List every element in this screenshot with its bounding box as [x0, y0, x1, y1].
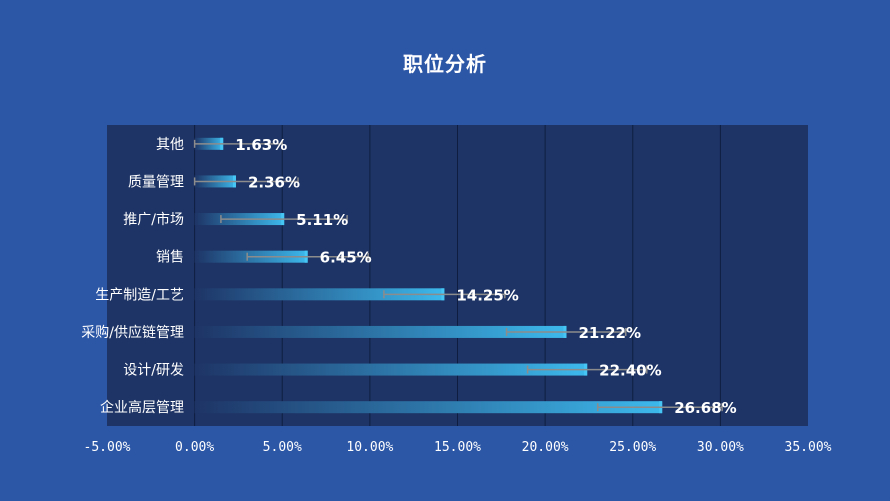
- category-label: 质量管理: [128, 174, 184, 190]
- bar: [194, 325, 567, 338]
- bar: [194, 288, 445, 301]
- error-bar: [246, 252, 369, 261]
- data-label: 2.36%: [248, 173, 300, 191]
- error-bar: [596, 403, 723, 412]
- gridlines: [194, 125, 721, 426]
- x-tick-label: 0.00%: [175, 440, 214, 455]
- error-bar: [193, 177, 299, 186]
- data-label: 22.40%: [599, 362, 661, 380]
- x-tick-label: 5.00%: [263, 440, 302, 455]
- x-tick-label: -5.00%: [84, 440, 131, 455]
- error-bar: [526, 365, 648, 374]
- category-label: 其他: [156, 137, 184, 153]
- x-tick-label: 15.00%: [434, 440, 481, 455]
- data-label: 6.45%: [320, 249, 372, 267]
- data-label: 14.25%: [456, 286, 518, 304]
- category-label: 生产制造/工艺: [95, 287, 184, 303]
- category-label: 销售: [156, 250, 184, 266]
- x-tick-label: 35.00%: [785, 440, 832, 455]
- x-tick-labels: -5.00% 0.00% 5.00% 10.00% 15.00% 20.00% 25.00%…: [84, 440, 832, 455]
- data-label: 1.63%: [235, 136, 287, 154]
- error-bar: [505, 327, 627, 336]
- data-label: 21.22%: [579, 324, 641, 342]
- data-label: 26.68%: [674, 399, 736, 417]
- error-bar: [383, 290, 506, 299]
- bar: [194, 401, 663, 414]
- category-label: 采购/供应链管理: [81, 324, 184, 341]
- x-tick-label: 25.00%: [609, 440, 656, 455]
- error-bar: [193, 139, 283, 148]
- data-label: 5.11%: [296, 211, 348, 229]
- x-tick-label: 30.00%: [697, 440, 744, 455]
- chart-title: 职位分析: [403, 52, 487, 76]
- bars: 1.63% 2.36% 5.11% 6.45% 14.25% 21.22% 22.40% 26…: [193, 136, 737, 417]
- x-tick-label: 10.00%: [346, 440, 393, 455]
- category-label: 企业高层管理: [100, 399, 184, 416]
- x-tick-label: 20.00%: [522, 440, 569, 455]
- error-bar: [220, 215, 348, 224]
- category-label: 推广/市场: [123, 211, 184, 228]
- bar: [194, 363, 588, 376]
- category-label: 设计/研发: [123, 363, 184, 379]
